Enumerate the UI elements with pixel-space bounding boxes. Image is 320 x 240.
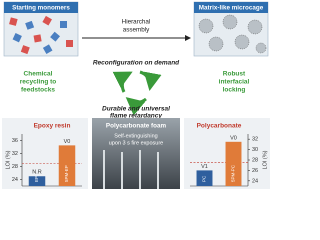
box-title: Starting monomers — [12, 5, 70, 12]
center-bottom: Durable and universal — [102, 106, 170, 113]
bar — [58, 145, 76, 186]
center-top: Reconfiguration on demand — [93, 60, 180, 67]
chart-title: Epoxy resin — [34, 123, 71, 130]
center-bottom: flame retardancy — [110, 113, 162, 120]
photo-samples — [103, 150, 159, 189]
photo — [92, 118, 180, 189]
box-header — [194, 2, 268, 13]
bar — [28, 176, 46, 186]
bar — [225, 141, 242, 186]
microcage-icons — [198, 14, 267, 54]
photo-title: Polycarbonate foam — [106, 123, 167, 130]
box-title: Matrix-like microcage — [199, 5, 264, 12]
y-tick-label: 28 — [252, 157, 258, 163]
value-label: V0 — [64, 139, 71, 145]
y-tick-label: 26 — [252, 168, 258, 174]
y-tick-label: 30 — [252, 147, 258, 153]
category-label: EP — [34, 176, 39, 182]
y-axis-label: LOI (%) — [262, 150, 268, 169]
value-label: V0 — [230, 135, 237, 141]
value-label: V1 — [201, 164, 208, 170]
arrow-label: assembly — [123, 27, 150, 34]
value-label: N.R — [32, 170, 42, 176]
recycle-icon — [112, 70, 162, 116]
photo-caption: upon 3 s fire exposure — [109, 140, 163, 146]
box-header — [4, 2, 78, 13]
chart-title: Polycarbonate — [197, 123, 242, 130]
center-right: Robust — [223, 71, 246, 78]
y-tick-label: 24 — [252, 178, 258, 184]
center-left: recycling to — [20, 79, 57, 86]
arrow-label: Hierarchal — [122, 19, 151, 26]
bar — [196, 170, 213, 186]
y-tick-label: 36 — [12, 138, 18, 144]
category-label: PC — [202, 175, 207, 182]
y-tick-label: 32 — [12, 151, 18, 157]
y-tick-label: 28 — [12, 164, 18, 170]
y-tick-label: 32 — [252, 137, 258, 143]
y-axis-label: LOI (%) — [5, 150, 11, 169]
center-right: locking — [223, 87, 246, 94]
category-label: 5PM-EP — [64, 165, 69, 182]
center-left: Chemical — [24, 71, 53, 78]
photo-caption: Self-extinguishing — [114, 133, 157, 139]
center-right: interfacial — [219, 79, 250, 86]
center-left: feedstocks — [21, 87, 55, 94]
y-tick-label: 24 — [12, 177, 18, 183]
graphical-abstract: Starting monomers Hierarchal assembly Ma… — [0, 0, 272, 189]
category-label: 5PM-PC — [231, 164, 236, 182]
monomer-icons — [9, 15, 73, 55]
